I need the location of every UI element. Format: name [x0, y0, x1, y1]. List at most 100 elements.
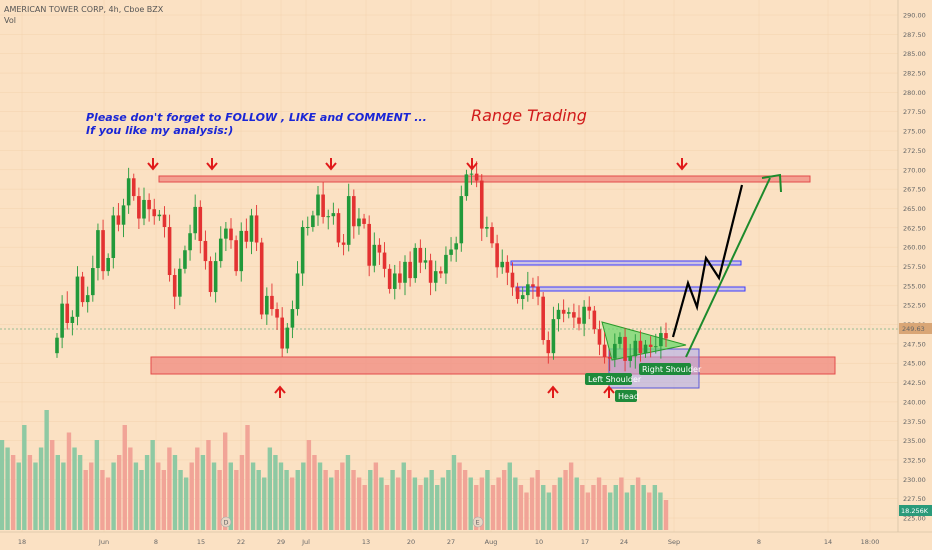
volume-bar [440, 477, 446, 530]
candle-body [577, 317, 581, 324]
candle-body [582, 306, 586, 324]
candle-body [377, 244, 382, 253]
candle-body [239, 230, 244, 272]
volume-bar [591, 485, 596, 530]
candle-body [275, 309, 279, 318]
volume-bar [317, 462, 323, 530]
price-tick-label: 260.00 [903, 244, 926, 252]
price-tick-label: 225.00 [903, 515, 926, 523]
candle-body [295, 273, 300, 310]
candle-body [285, 327, 290, 349]
price-tick-label: 230.00 [903, 476, 926, 484]
time-tick-label: 20 [407, 538, 415, 546]
candle-body [96, 230, 100, 269]
volume-bar [608, 492, 613, 530]
price-tick-label: 237.50 [903, 418, 926, 426]
volume-bar [619, 477, 624, 530]
candle-body [439, 271, 443, 274]
volume-bar [624, 492, 630, 530]
volume-bar [418, 485, 423, 530]
time-tick-label: 18 [18, 538, 26, 546]
volume-bar [351, 470, 356, 530]
blue-level-upper [510, 260, 742, 266]
candle-body [218, 238, 223, 262]
price-tick-label: 240.00 [903, 398, 926, 406]
volume-bar [518, 485, 524, 530]
volume-bar [602, 485, 607, 530]
volume-bar [479, 477, 485, 530]
candle-body [628, 356, 632, 361]
candle-body [137, 196, 141, 219]
volume-bar [267, 447, 273, 530]
event-marker-d-label: D [224, 519, 229, 527]
candle-body [152, 209, 157, 217]
volume-indicator-label: Vol [4, 16, 16, 25]
time-tick-label: 27 [447, 538, 455, 546]
volume-bar [457, 462, 462, 530]
volume-bar [474, 485, 479, 530]
candle-body [469, 173, 474, 175]
candle-body [172, 275, 177, 297]
candle-body [85, 295, 90, 303]
candle-body [515, 287, 520, 300]
time-tick-label: Jul [301, 538, 310, 546]
green-projection-arrowhead [761, 173, 782, 193]
candle-body [490, 227, 494, 244]
price-tick-label: 265.00 [903, 205, 926, 213]
volume-bar [535, 470, 540, 530]
left-shoulder-badge [585, 373, 632, 385]
resistance-zone [158, 175, 811, 183]
event-marker-e[interactable] [472, 516, 484, 528]
candle-body [213, 261, 218, 293]
price-tick-label: 257.50 [903, 263, 926, 271]
candle-body [408, 261, 412, 279]
candle-body [326, 216, 331, 218]
candle-body [65, 303, 70, 323]
candle-body [203, 240, 208, 262]
candle-body [561, 309, 566, 314]
volume-bar [541, 485, 546, 530]
candle-body [423, 260, 428, 263]
price-tick-label: 232.50 [903, 456, 926, 464]
volume-bar [574, 477, 579, 530]
volume-bar [61, 462, 66, 530]
candle-body [311, 215, 315, 228]
volume-bar [10, 455, 16, 530]
volume-bar [658, 492, 663, 530]
event-marker-d[interactable] [220, 516, 232, 528]
candle-body [208, 261, 213, 293]
candle-body [259, 242, 264, 315]
triangle-pattern [601, 321, 687, 361]
volume-bar [144, 455, 150, 530]
volume-bar [50, 440, 55, 530]
volume-bars [0, 410, 669, 530]
volume-bar [635, 477, 641, 530]
volume-bar [116, 455, 122, 530]
volume-bar [373, 462, 379, 530]
up-arrow-icon [547, 385, 559, 398]
volume-bar [546, 492, 552, 530]
volume-bar [429, 470, 434, 530]
candle-body [659, 333, 663, 347]
head-badge [615, 390, 637, 402]
candle-body [454, 243, 458, 250]
volume-bar [156, 462, 161, 530]
volume-bar [485, 470, 490, 530]
candle-body [392, 273, 397, 289]
volume-bar [38, 447, 44, 530]
candle-body [352, 196, 356, 227]
candle-body [316, 194, 320, 216]
candle-body [75, 276, 80, 317]
time-tick-label: 17 [581, 538, 589, 546]
volume-bar [401, 462, 406, 530]
volume-bar [345, 455, 351, 530]
candle-body [341, 242, 346, 245]
volume-bar [55, 455, 60, 530]
candle-body [546, 340, 551, 354]
candle-body [254, 215, 259, 243]
volume-bar [211, 462, 217, 530]
volume-bar [139, 470, 144, 530]
follow-note-line2: If you like my analysis:) [86, 124, 233, 137]
candle-body [270, 295, 274, 310]
